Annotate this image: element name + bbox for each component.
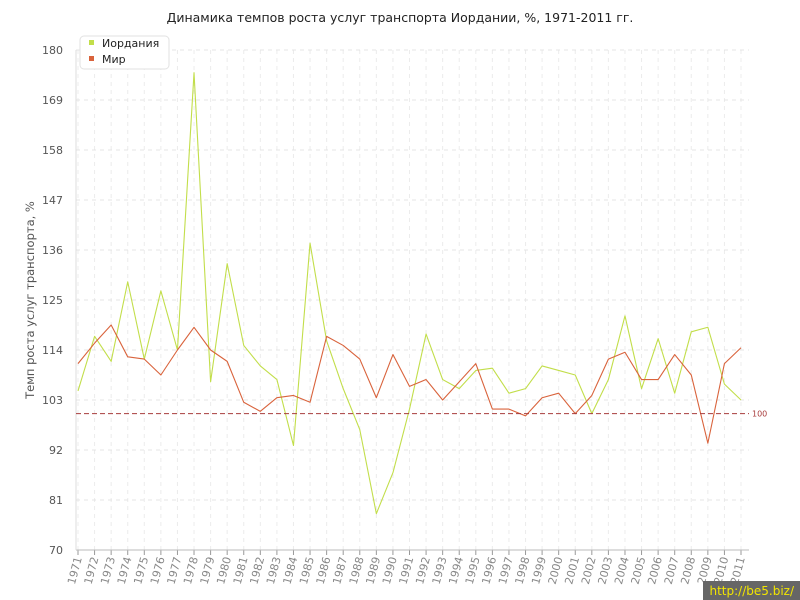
y-tick-label: 169 [42,94,63,107]
y-tick-labels: 70 81 92 103 114 125 136 147 158 169 180 [42,44,63,557]
grid-lines [76,49,749,551]
y-axis-label: Темп роста услуг транспорта, % [23,201,37,400]
y-tick-label: 158 [42,144,63,157]
y-tick-label: 136 [42,244,63,257]
legend-label-jordan: Иордания [102,37,159,50]
y-tick-label: 70 [49,544,63,557]
series-line-world [77,324,742,444]
y-tick-label: 180 [42,44,63,57]
legend-box [79,35,170,70]
chart-title: Динамика темпов роста услуг транспорта И… [167,10,634,25]
legend: Иордания Мир [79,35,170,70]
legend-label-world: Мир [102,53,126,66]
y-tick-label: 147 [42,194,63,207]
reference-line-label: 100 [752,410,767,419]
y-tick-label: 92 [49,444,63,457]
series-lines [77,72,742,515]
y-tick-label: 103 [42,394,63,407]
x-tick-marks [77,550,742,555]
x-tick-labels: 1971197219731974197519761977197819791980… [65,555,748,585]
y-tick-label: 125 [42,294,63,307]
reference-line-group: 100 [76,410,767,419]
y-tick-label: 114 [42,344,63,357]
series-line-jordan [77,72,742,515]
legend-swatch-world [89,56,94,61]
y-tick-label: 81 [49,494,63,507]
watermark-link[interactable]: http://be5.biz/ [703,581,800,600]
legend-swatch-jordan [89,40,94,45]
